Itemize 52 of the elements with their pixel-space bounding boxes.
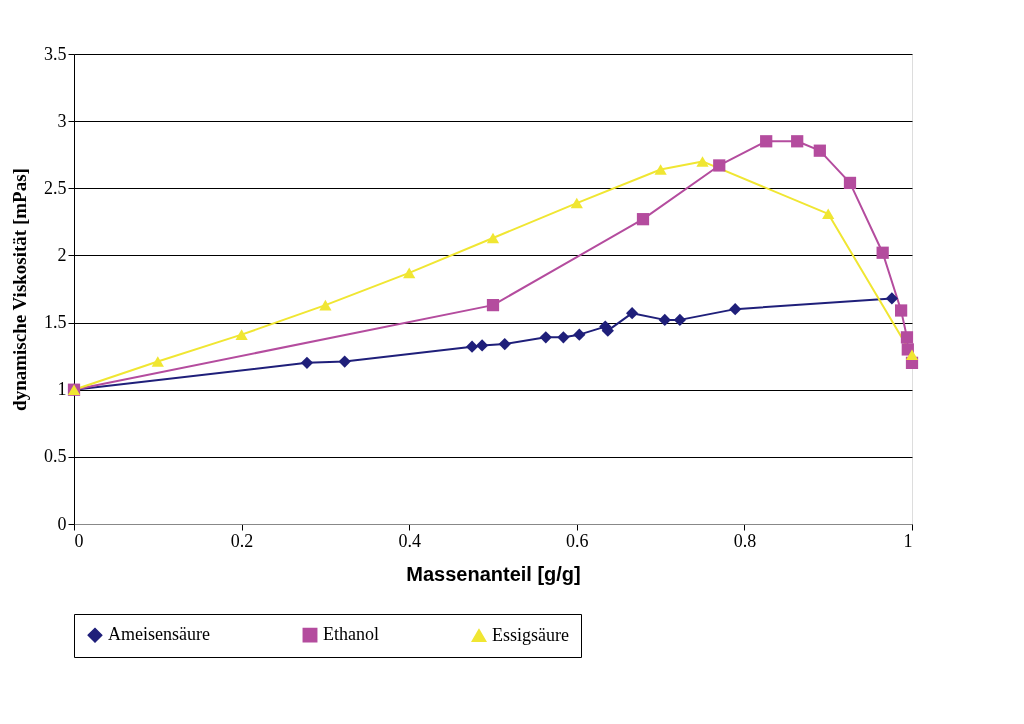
point: [486, 298, 500, 312]
point: [498, 337, 511, 351]
point: [151, 356, 164, 367]
x-tick-label: 0.6: [566, 530, 589, 551]
x-tick-label: 0: [74, 530, 84, 551]
point: [625, 307, 639, 320]
legend-label: Ethanol: [323, 624, 379, 645]
point: [319, 299, 332, 311]
point: [570, 197, 583, 209]
x-tick-label: 0.2: [230, 530, 254, 551]
point: [300, 356, 314, 369]
point: [403, 267, 416, 279]
legend-label: Essigsäure: [492, 624, 569, 645]
x-tick-label: 0.4: [398, 530, 421, 551]
point: [486, 232, 500, 244]
point: [791, 135, 804, 148]
y-tick-label: 0: [57, 513, 67, 534]
point: [905, 349, 919, 361]
point: [713, 159, 726, 172]
y-tick-label: 3.5: [44, 43, 67, 64]
point: [813, 144, 826, 157]
y-tick-label: 1.5: [44, 312, 67, 333]
y-tick-label: 1: [57, 379, 67, 400]
point: [573, 328, 586, 341]
x-tick-label: 1: [903, 530, 913, 551]
point: [338, 355, 351, 368]
point: [636, 213, 650, 226]
point: [475, 339, 489, 352]
point: [465, 340, 479, 353]
point: [696, 156, 709, 167]
y-tick-label: 0.5: [44, 446, 67, 467]
x-tick-label: 0.8: [733, 530, 757, 551]
point: [843, 176, 857, 190]
point: [658, 313, 671, 327]
point: [539, 331, 552, 344]
point: [235, 329, 248, 340]
x-axis-title: Massenanteil [g/g]: [406, 562, 581, 585]
point: [900, 331, 914, 344]
point: [729, 303, 742, 316]
point: [654, 164, 667, 175]
point: [885, 292, 899, 305]
point: [557, 331, 570, 344]
point: [822, 208, 835, 220]
y-tick-label: 2: [57, 244, 67, 265]
point: [673, 313, 686, 327]
y-tick-label: 3: [57, 110, 67, 131]
point: [876, 246, 889, 259]
point: [894, 304, 908, 317]
y-tick-label: 2.5: [44, 177, 67, 198]
point: [760, 135, 773, 148]
legend-label: Ameisensäure: [108, 624, 210, 645]
y-axis-title: dynamische Viskosität [mPas]: [9, 168, 30, 411]
